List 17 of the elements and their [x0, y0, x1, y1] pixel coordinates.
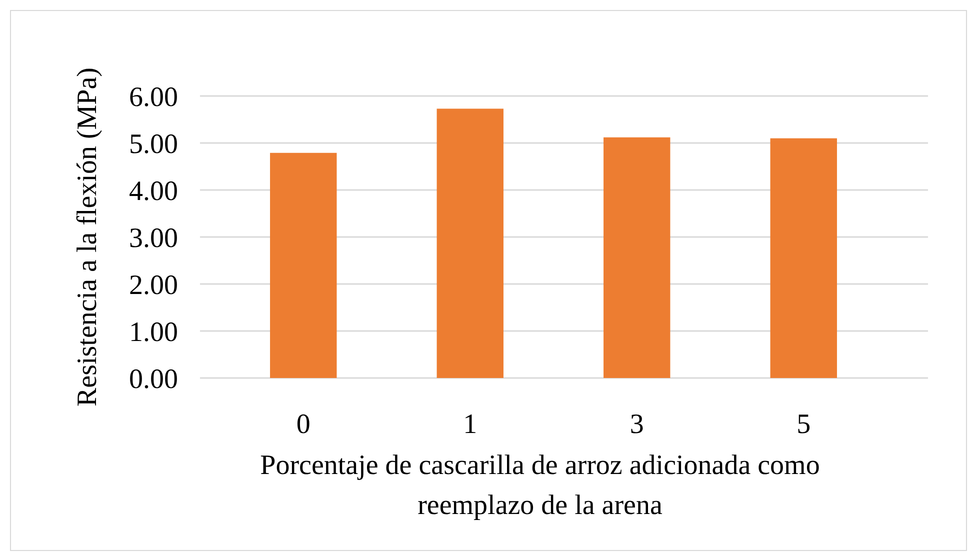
x-tick-label: 5	[796, 408, 811, 440]
y-tick-label: 6.00	[129, 82, 178, 113]
y-tick-label: 5.00	[129, 128, 178, 160]
x-tick-label: 0	[296, 408, 310, 440]
y-axis-title: Resistencia a la flexión (MPa)	[72, 67, 103, 407]
x-tick-label: 3	[630, 408, 644, 440]
y-tick-label: 0.00	[129, 364, 178, 395]
y-tick-label: 2.00	[129, 270, 178, 301]
x-axis-title: Porcentaje de cascarilla de arroz adicionada como reemplazo de la arena	[260, 450, 820, 521]
y-tick-label: 4.00	[129, 176, 178, 207]
bar	[770, 138, 837, 378]
bar	[270, 152, 337, 378]
y-tick-label: 3.00	[129, 222, 178, 254]
y-tick-label: 1.00	[129, 316, 178, 348]
x-tick-label: 1	[463, 408, 478, 440]
bar	[436, 108, 504, 378]
bar	[604, 137, 670, 378]
